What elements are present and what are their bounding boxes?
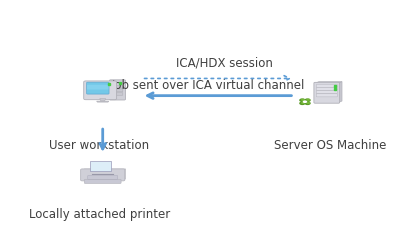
Polygon shape	[100, 98, 106, 101]
Circle shape	[301, 102, 305, 104]
FancyBboxPatch shape	[111, 93, 123, 95]
Circle shape	[301, 99, 305, 101]
FancyBboxPatch shape	[316, 88, 337, 91]
FancyBboxPatch shape	[88, 176, 118, 179]
FancyBboxPatch shape	[80, 169, 125, 181]
Polygon shape	[338, 82, 342, 102]
FancyBboxPatch shape	[111, 85, 123, 88]
FancyBboxPatch shape	[109, 80, 125, 100]
FancyBboxPatch shape	[91, 161, 111, 171]
FancyBboxPatch shape	[316, 84, 337, 88]
FancyBboxPatch shape	[316, 94, 337, 97]
FancyBboxPatch shape	[84, 179, 121, 184]
FancyBboxPatch shape	[87, 85, 109, 90]
Circle shape	[306, 99, 310, 101]
Text: ICA/HDX session: ICA/HDX session	[176, 57, 273, 70]
Text: User workstation: User workstation	[49, 139, 150, 152]
Polygon shape	[315, 82, 342, 83]
Circle shape	[306, 102, 310, 104]
Text: Locally attached printer: Locally attached printer	[29, 208, 170, 221]
Polygon shape	[123, 169, 125, 180]
FancyBboxPatch shape	[316, 91, 337, 94]
Polygon shape	[111, 82, 116, 99]
Text: Server OS Machine: Server OS Machine	[274, 139, 386, 152]
Circle shape	[305, 101, 311, 105]
Polygon shape	[82, 169, 125, 170]
FancyBboxPatch shape	[84, 81, 116, 100]
FancyBboxPatch shape	[314, 82, 340, 103]
Circle shape	[303, 100, 307, 103]
FancyBboxPatch shape	[111, 89, 123, 92]
Text: Job sent over ICA virtual channel: Job sent over ICA virtual channel	[111, 79, 305, 92]
Circle shape	[299, 98, 305, 102]
Circle shape	[299, 101, 305, 105]
Polygon shape	[97, 101, 109, 102]
Circle shape	[305, 98, 311, 102]
FancyBboxPatch shape	[87, 82, 109, 94]
